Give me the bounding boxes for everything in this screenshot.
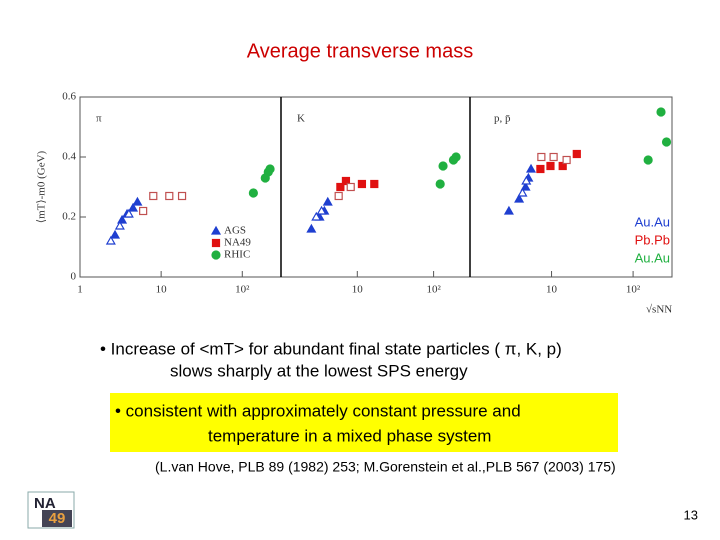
triangle-marker bbox=[306, 223, 317, 233]
circle-marker bbox=[656, 107, 666, 117]
legend-marker bbox=[210, 225, 222, 235]
y-tick-label: 0.6 bbox=[62, 91, 76, 103]
square-marker bbox=[562, 155, 571, 165]
x-tick-label: 10 bbox=[546, 284, 558, 296]
x-tick-label: 10 bbox=[352, 284, 364, 296]
square-marker bbox=[165, 191, 174, 201]
panel-label: K bbox=[297, 113, 305, 125]
x-tick-label: 10² bbox=[235, 284, 250, 296]
triangle-marker bbox=[311, 211, 322, 221]
square-marker bbox=[537, 152, 546, 162]
x-tick-label: 10 bbox=[156, 284, 168, 296]
triangle-marker bbox=[316, 205, 327, 215]
y-tick-label: 0.4 bbox=[62, 151, 76, 163]
triangle-marker bbox=[514, 193, 525, 203]
x-tick-label: 10² bbox=[426, 284, 441, 296]
triangle-marker bbox=[127, 202, 139, 212]
panel-label: p, p̄ bbox=[494, 113, 511, 125]
slide-title: Average transverse mass bbox=[247, 40, 473, 62]
bullet-line: temperature in a mixed phase system bbox=[208, 426, 491, 445]
circle-marker bbox=[265, 164, 275, 174]
circle-marker bbox=[661, 137, 672, 147]
legend-label: AGS bbox=[224, 225, 246, 237]
square-marker bbox=[572, 149, 581, 159]
logo-text: NA bbox=[34, 495, 56, 512]
plot-frame bbox=[79, 96, 673, 278]
square-marker bbox=[341, 176, 351, 186]
square-marker bbox=[536, 164, 545, 174]
triangle-marker bbox=[521, 175, 532, 185]
square-marker bbox=[177, 191, 187, 201]
y-tick-label: 0 bbox=[71, 271, 77, 283]
annotation: Au.Au bbox=[635, 214, 670, 229]
logo-box bbox=[42, 510, 72, 527]
y-tick-label: 0.2 bbox=[62, 211, 76, 223]
triangle-marker bbox=[520, 181, 531, 191]
triangle-marker bbox=[517, 187, 528, 197]
annotation: Pb.Pb bbox=[635, 232, 670, 247]
triangle-marker bbox=[322, 196, 333, 206]
triangle-marker bbox=[123, 208, 134, 218]
bullet-line: slows sharply at the lowest SPS energy bbox=[170, 361, 468, 380]
y-axis-label: ⟨mT⟩-m0 (GeV) bbox=[36, 150, 48, 223]
square-marker bbox=[334, 191, 343, 201]
square-marker bbox=[549, 152, 558, 162]
triangle-marker bbox=[132, 196, 143, 206]
bullet-line: • Increase of <mT> for abundant final st… bbox=[100, 339, 562, 358]
reference: (L.van Hove, PLB 89 (1982) 253; M.Gorens… bbox=[155, 459, 616, 475]
circle-marker bbox=[643, 155, 653, 165]
legend-label: RHIC bbox=[224, 249, 250, 261]
triangle-marker bbox=[525, 163, 537, 173]
annotation: Au.Au bbox=[635, 250, 670, 265]
circle-marker bbox=[438, 161, 448, 171]
square-marker bbox=[546, 161, 555, 171]
legend-marker bbox=[211, 238, 221, 248]
square-marker bbox=[370, 179, 379, 189]
circle-marker bbox=[451, 152, 461, 162]
logo-text: 49 bbox=[49, 510, 66, 527]
triangle-marker bbox=[105, 235, 116, 245]
square-marker bbox=[357, 179, 367, 189]
square-marker bbox=[346, 182, 355, 192]
triangle-marker bbox=[114, 220, 125, 230]
legend-label: NA49 bbox=[224, 237, 251, 249]
triangle-marker bbox=[109, 229, 121, 239]
square-marker bbox=[336, 182, 345, 192]
circle-marker bbox=[435, 179, 445, 189]
x-axis-label: √sNN bbox=[646, 304, 672, 316]
bullet-line: • consistent with approximately constant… bbox=[115, 401, 521, 420]
highlight-box bbox=[110, 393, 618, 452]
circle-marker bbox=[248, 188, 258, 198]
page-number: 13 bbox=[684, 507, 698, 522]
panel-label: π bbox=[96, 113, 102, 125]
square-marker bbox=[149, 191, 158, 201]
triangle-marker bbox=[503, 205, 514, 215]
x-tick-label: 10² bbox=[626, 284, 641, 296]
legend-marker bbox=[211, 250, 221, 260]
square-marker bbox=[139, 206, 148, 216]
x-tick-label: 1 bbox=[77, 284, 83, 296]
